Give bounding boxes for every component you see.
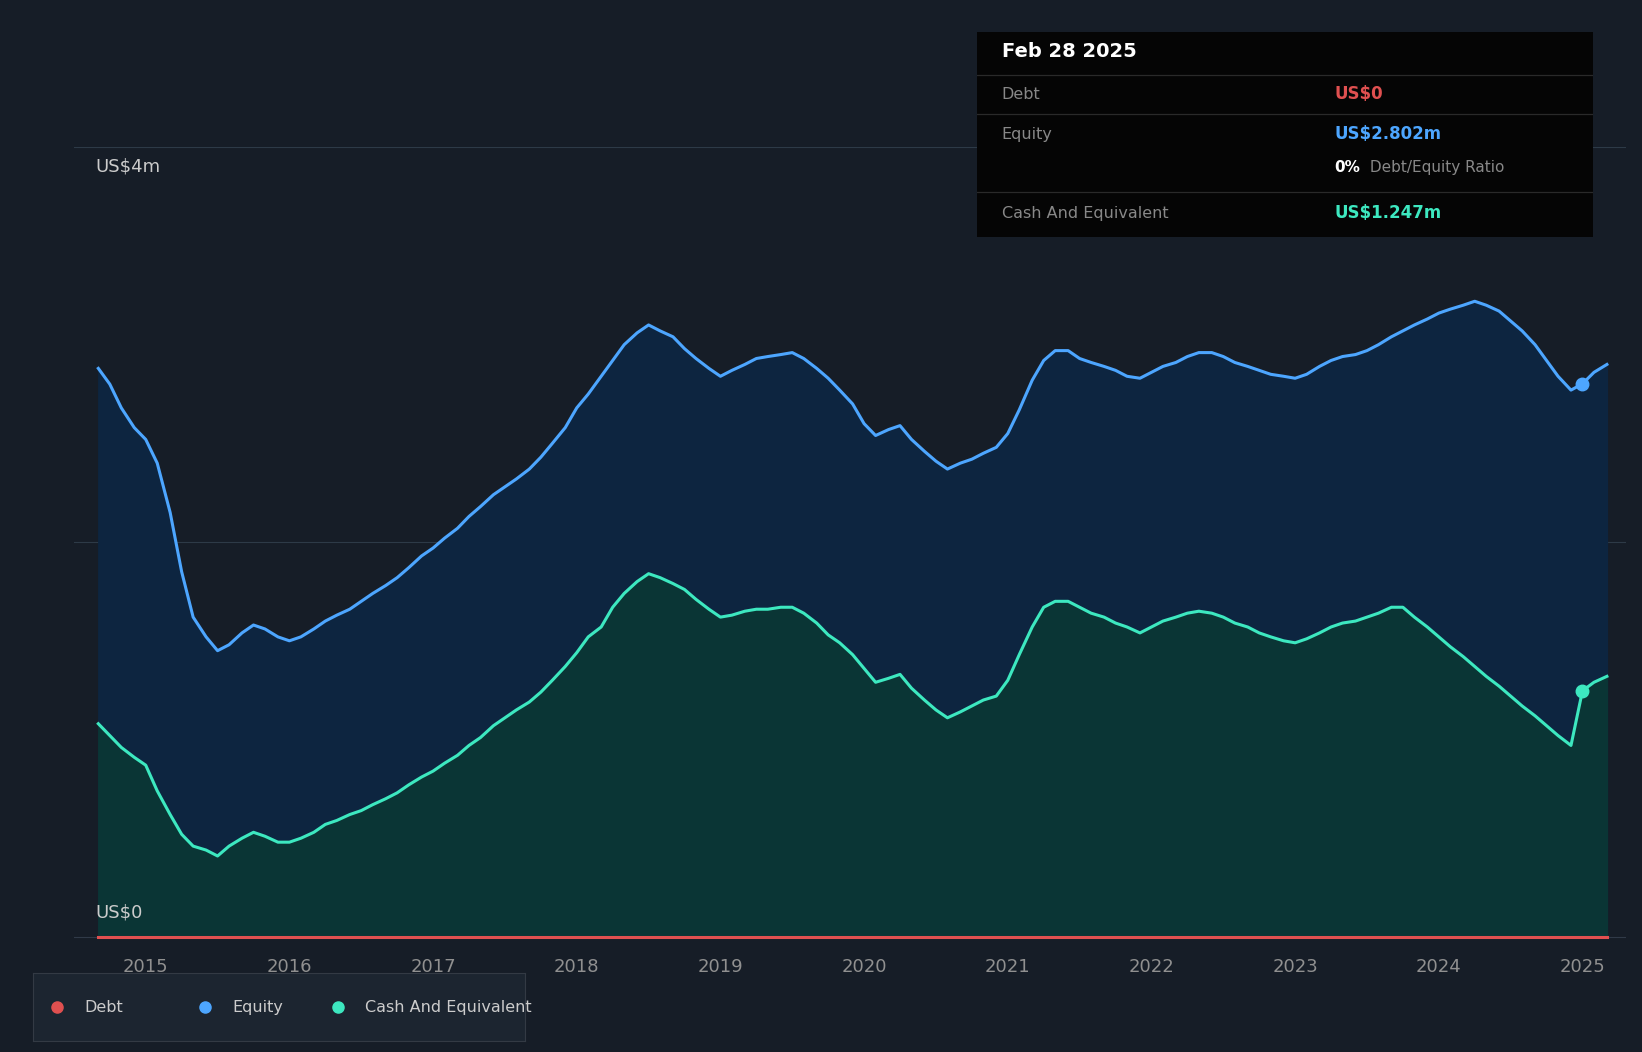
- Text: US$0: US$0: [1335, 85, 1383, 103]
- Text: Debt: Debt: [1002, 86, 1041, 102]
- Text: Debt/Equity Ratio: Debt/Equity Ratio: [1365, 161, 1504, 176]
- Text: Cash And Equivalent: Cash And Equivalent: [1002, 205, 1167, 221]
- Text: US$4m: US$4m: [95, 157, 161, 175]
- Text: Cash And Equivalent: Cash And Equivalent: [365, 999, 532, 1015]
- Text: US$2.802m: US$2.802m: [1335, 125, 1442, 143]
- Text: 0%: 0%: [1335, 161, 1360, 176]
- Text: Equity: Equity: [1002, 126, 1053, 142]
- Text: Debt: Debt: [85, 999, 123, 1015]
- Text: US$0: US$0: [95, 903, 143, 922]
- Text: US$1.247m: US$1.247m: [1335, 204, 1442, 222]
- Text: Feb 28 2025: Feb 28 2025: [1002, 41, 1136, 61]
- Text: Equity: Equity: [233, 999, 282, 1015]
